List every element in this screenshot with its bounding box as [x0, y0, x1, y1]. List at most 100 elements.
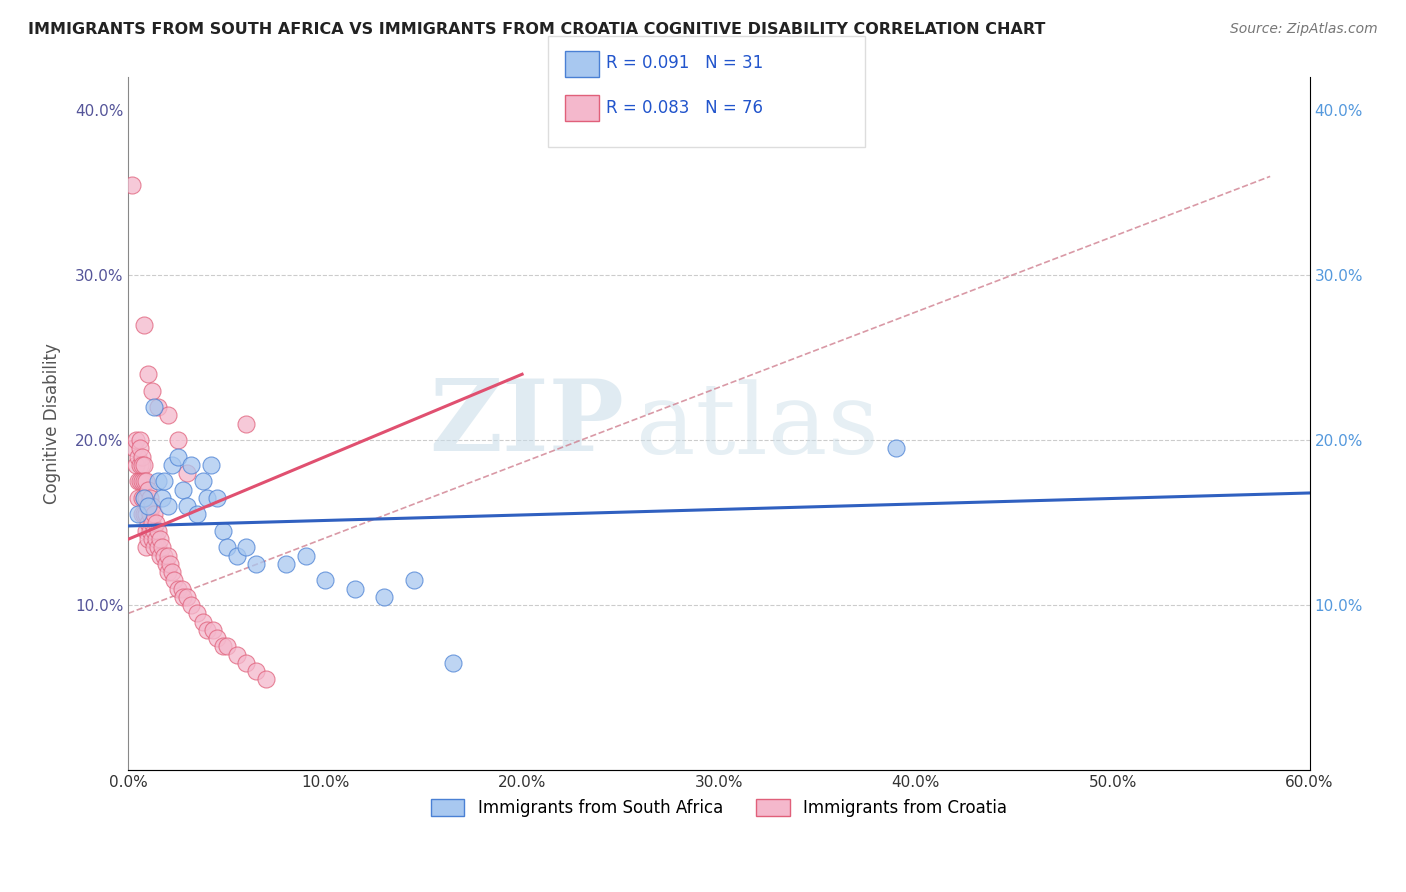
Point: [173, 483, 195, 497]
Point: [156, 549, 179, 563]
Point: [135, 524, 157, 538]
Point: [176, 590, 198, 604]
Point: [143, 401, 166, 415]
Point: [176, 466, 198, 480]
Point: [314, 574, 336, 588]
Point: [149, 532, 172, 546]
Point: [136, 368, 159, 382]
Point: [212, 640, 235, 654]
Point: [212, 524, 235, 538]
Legend: Immigrants from South Africa, Immigrants from Croatia: Immigrants from South Africa, Immigrants…: [425, 792, 1014, 824]
Point: [205, 631, 228, 645]
Point: [131, 475, 153, 489]
Text: Source: ZipAtlas.com: Source: ZipAtlas.com: [1230, 22, 1378, 37]
Point: [136, 499, 159, 513]
Point: [176, 499, 198, 513]
Point: [149, 549, 172, 563]
Point: [136, 516, 159, 530]
Point: [373, 590, 395, 604]
Point: [202, 623, 225, 637]
Point: [139, 508, 162, 522]
Point: [150, 491, 173, 505]
Point: [134, 491, 156, 505]
Point: [134, 508, 156, 522]
Point: [186, 508, 208, 522]
Point: [160, 458, 183, 472]
Point: [166, 434, 188, 448]
Point: [215, 541, 238, 555]
Point: [135, 491, 157, 505]
Point: [141, 499, 163, 513]
Text: R = 0.091   N = 31: R = 0.091 N = 31: [606, 54, 763, 72]
Point: [166, 582, 188, 596]
Text: atlas: atlas: [637, 379, 879, 475]
Point: [135, 475, 157, 489]
Point: [235, 417, 257, 431]
Point: [205, 491, 228, 505]
Point: [136, 532, 159, 546]
Point: [884, 442, 907, 456]
Point: [153, 475, 176, 489]
Point: [131, 458, 153, 472]
Point: [141, 532, 163, 546]
Point: [146, 401, 169, 415]
Point: [215, 640, 238, 654]
Point: [136, 499, 159, 513]
Point: [235, 541, 257, 555]
Point: [150, 541, 173, 555]
Point: [121, 178, 143, 192]
Point: [131, 450, 153, 464]
Point: [193, 475, 215, 489]
Point: [235, 656, 257, 670]
Point: [146, 541, 169, 555]
Point: [245, 664, 267, 678]
Point: [131, 491, 153, 505]
Point: [134, 458, 156, 472]
Point: [129, 458, 152, 472]
Point: [127, 475, 149, 489]
Point: [245, 557, 267, 571]
Point: [173, 590, 195, 604]
Point: [127, 450, 149, 464]
Y-axis label: Cognitive Disability: Cognitive Disability: [44, 343, 60, 504]
Point: [134, 318, 156, 332]
Point: [139, 491, 162, 505]
Point: [143, 524, 166, 538]
Point: [131, 508, 153, 522]
Point: [195, 491, 218, 505]
Point: [402, 574, 425, 588]
Point: [160, 565, 183, 579]
Text: R = 0.083   N = 76: R = 0.083 N = 76: [606, 99, 763, 117]
Point: [180, 598, 202, 612]
Point: [129, 442, 152, 456]
Point: [134, 491, 156, 505]
Point: [127, 508, 149, 522]
Point: [195, 623, 218, 637]
Point: [129, 475, 152, 489]
Point: [153, 549, 176, 563]
Point: [143, 508, 166, 522]
Point: [225, 648, 247, 662]
Point: [139, 524, 162, 538]
Point: [143, 541, 166, 555]
Point: [166, 450, 188, 464]
Point: [156, 499, 179, 513]
Point: [141, 384, 163, 398]
Point: [343, 582, 366, 596]
Point: [274, 557, 297, 571]
Point: [254, 673, 277, 687]
Text: ZIP: ZIP: [430, 376, 624, 472]
Point: [225, 549, 247, 563]
Point: [127, 491, 149, 505]
Point: [159, 557, 181, 571]
Point: [156, 565, 179, 579]
Point: [136, 483, 159, 497]
Point: [155, 557, 177, 571]
Point: [141, 516, 163, 530]
Point: [125, 434, 148, 448]
Point: [180, 458, 202, 472]
Point: [145, 532, 167, 546]
Point: [134, 475, 156, 489]
Text: IMMIGRANTS FROM SOUTH AFRICA VS IMMIGRANTS FROM CROATIA COGNITIVE DISABILITY COR: IMMIGRANTS FROM SOUTH AFRICA VS IMMIGRAN…: [28, 22, 1046, 37]
Point: [124, 442, 146, 456]
